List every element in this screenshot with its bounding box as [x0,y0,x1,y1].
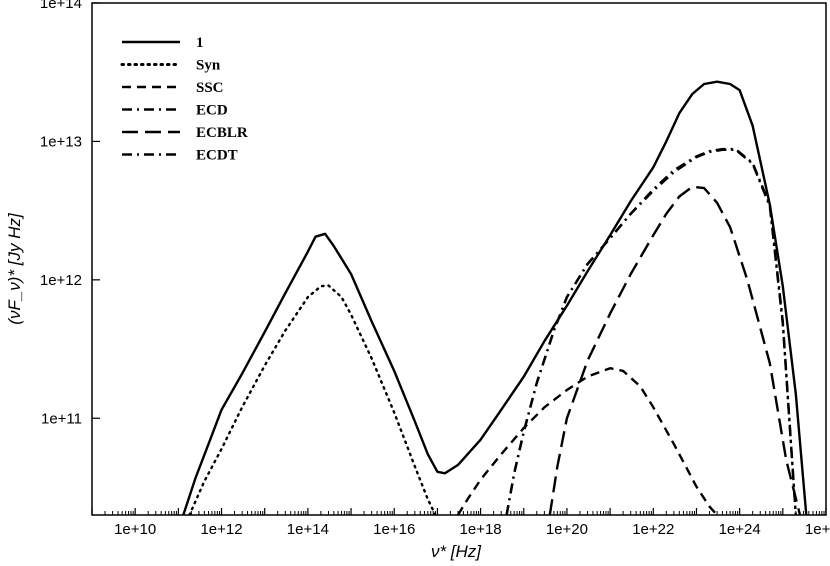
x-tick-label: 1e+12 [200,521,242,538]
legend-label: ECD [196,103,228,119]
x-tick-label: 1e+24 [719,521,761,538]
series-line-1 [182,80,808,515]
x-tick-label: 1e+14 [287,521,329,538]
x-tick-label: 1e+22 [632,521,674,538]
x-tick-label: 1e+26 [805,521,830,538]
x-axis-title: ν* [Hz] [431,542,482,561]
legend: 1 Syn SSC ECD ECBLR ECDT [120,35,248,164]
y-tick-label: 1e+11 [41,410,82,427]
legend-label: SSC [196,80,224,96]
axis-ticks [91,2,827,515]
x-tick-label: 1e+20 [546,521,588,538]
legend-label: ECDT [196,148,238,164]
y-tick-label: 1e+12 [40,272,82,289]
series-curves [182,80,808,515]
legend-label: ECBLR [196,125,248,141]
x-tick-label: 1e+10 [114,521,156,538]
y-axis-title: (νF_ν)* [Jy Hz] [5,212,24,325]
series-line-ssc [456,367,718,515]
axis-tick-labels: 1e+10 1e+12 1e+14 1e+16 1e+18 1e+20 1e+22 1e+24… [40,0,830,538]
legend-label: 1 [196,35,204,51]
series-line-ecblr [548,185,802,515]
y-tick-label: 1e+13 [40,133,82,150]
legend-label: Syn [196,58,221,74]
series-line-syn [188,284,437,515]
y-tick-label: 1e+14 [40,0,82,12]
series-line-ecdt [505,148,797,515]
x-tick-label: 1e+18 [460,521,502,538]
x-tick-label: 1e+16 [373,521,415,538]
